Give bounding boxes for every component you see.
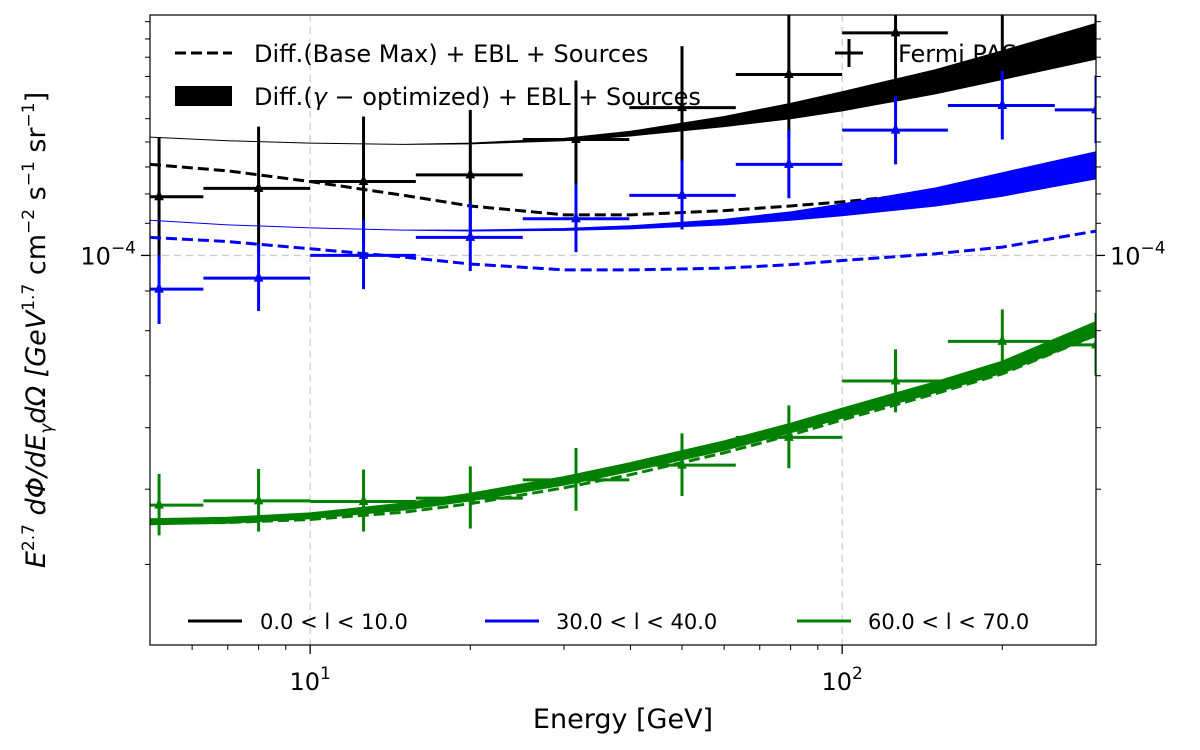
legend-item-green-label: 60.0 < l < 70.0 bbox=[868, 610, 1029, 634]
fermi-marker-black bbox=[358, 174, 369, 186]
fermi-marker-green bbox=[1091, 337, 1096, 349]
fermi-marker-green bbox=[571, 472, 581, 484]
y-title-dphi: dΦ/dE bbox=[21, 434, 52, 524]
legend-item-black-label: 0.0 < l < 10.0 bbox=[260, 610, 408, 634]
legend-gamma-opt-swatch bbox=[175, 86, 232, 106]
fermi-marker-green bbox=[890, 373, 901, 385]
fermi-marker-black bbox=[890, 25, 901, 37]
y-title-s: s bbox=[21, 186, 52, 209]
legend-bottom: 0.0 < l < 10.0 30.0 < l < 40.0 60.0 < l … bbox=[188, 610, 1029, 634]
grid-layer bbox=[150, 15, 1096, 645]
x-axis-title: Energy [GeV] bbox=[533, 704, 713, 735]
fermi-marker-green bbox=[465, 490, 476, 502]
major-ticks: 101 102 10−4 10−4 bbox=[80, 238, 1165, 696]
fermi-marker-black bbox=[154, 189, 164, 201]
legend-fermi-label: Fermi PASS8 bbox=[898, 40, 1047, 68]
y-title-cm: cm bbox=[21, 234, 52, 284]
fermi-marker-black bbox=[571, 132, 581, 144]
fermi-marker-black bbox=[784, 67, 794, 79]
y-title-unit-exp2: −2 bbox=[19, 209, 39, 234]
fermi-marker-green bbox=[154, 497, 164, 509]
fermi-marker-blue bbox=[784, 157, 794, 168]
fermi-marker-blue bbox=[465, 230, 476, 241]
fermi-marker-green bbox=[784, 430, 794, 441]
y-title-unit-exp1: 1.7 bbox=[19, 284, 39, 311]
y-tick-label-right: 10−4 bbox=[1110, 238, 1166, 270]
fermi-marker-blue bbox=[1091, 102, 1096, 114]
band-blue bbox=[150, 151, 1096, 232]
fermi-marker-blue bbox=[358, 248, 369, 259]
fermi-marker-black bbox=[465, 167, 476, 179]
base-max-line-blue bbox=[150, 229, 1096, 272]
data-layer bbox=[150, 15, 1096, 536]
fermi-marker-green bbox=[358, 494, 369, 506]
minor-ticks bbox=[145, 21, 1101, 650]
fermi-marker-green bbox=[253, 493, 264, 505]
fermi-marker-black bbox=[253, 181, 264, 192]
y-title-e: E bbox=[21, 551, 52, 568]
fermi-marker-green bbox=[997, 334, 1008, 345]
band-black bbox=[150, 22, 1096, 145]
fermi-marker-black bbox=[677, 100, 687, 112]
y-title-unit-exp4: −1 bbox=[19, 102, 39, 127]
fermi-marker-blue bbox=[571, 211, 581, 223]
band-green bbox=[150, 320, 1096, 526]
plot-frame bbox=[149, 14, 1097, 646]
y-title-end: ] bbox=[21, 92, 52, 103]
y-title-sub: γ bbox=[37, 423, 57, 434]
y-title-domega: dΩ [GeV bbox=[21, 308, 52, 423]
fermi-marker-green bbox=[677, 457, 687, 469]
fermi-marker-blue bbox=[677, 188, 687, 199]
fermi-marker-blue bbox=[154, 281, 164, 293]
fermi-marker-blue bbox=[253, 270, 264, 282]
legend-top: Diff.(Base Max) + EBL + Sources Diff.(γ … bbox=[175, 39, 1047, 111]
base-max-line-green bbox=[150, 333, 1096, 525]
legend-fermi-swatch bbox=[835, 39, 863, 67]
legend-gamma-opt-label: Diff.(γ − optimized) + EBL + Sources bbox=[254, 83, 701, 111]
y-tick-label-left: 10−4 bbox=[80, 238, 136, 270]
x-tick-label: 101 bbox=[289, 664, 330, 696]
y-axis-title: E2.7 dΦ/dEγdΩ [GeV1.7 cm−2 s−1 sr−1] bbox=[19, 92, 57, 568]
fermi-marker-blue bbox=[890, 122, 901, 134]
y-title-unit-exp3: −1 bbox=[19, 161, 39, 186]
y-title-exp: 2.7 bbox=[19, 524, 39, 551]
x-tick-label: 102 bbox=[821, 664, 862, 696]
y-title-sr: sr bbox=[21, 127, 52, 162]
legend-base-max-label: Diff.(Base Max) + EBL + Sources bbox=[254, 40, 648, 68]
legend-item-blue-label: 30.0 < l < 40.0 bbox=[556, 610, 717, 634]
fermi-marker-blue bbox=[997, 98, 1008, 109]
